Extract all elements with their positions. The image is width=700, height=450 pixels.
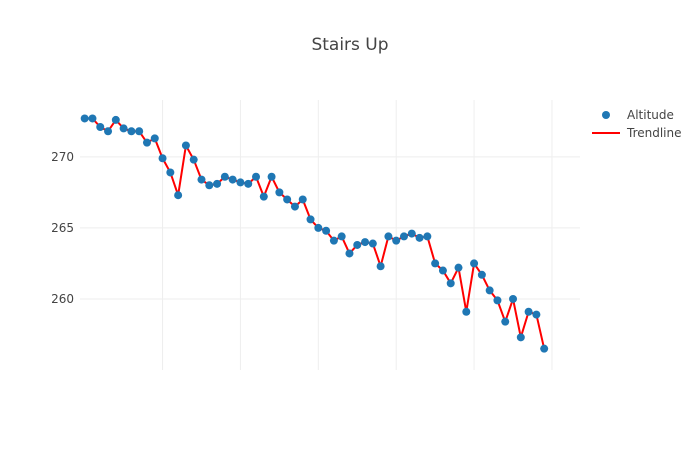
altitude-point bbox=[80, 114, 89, 123]
altitude-point bbox=[431, 259, 440, 268]
altitude-point bbox=[205, 181, 214, 190]
altitude-point bbox=[532, 310, 541, 319]
altitude-point bbox=[322, 226, 331, 235]
altitude-point bbox=[384, 232, 393, 241]
altitude-point bbox=[174, 191, 183, 200]
legend-label-altitude: Altitude bbox=[627, 108, 674, 122]
altitude-point bbox=[181, 141, 190, 150]
altitude-point bbox=[96, 123, 105, 131]
altitude-point bbox=[446, 279, 455, 288]
altitude-point bbox=[501, 317, 510, 326]
altitude-point bbox=[267, 172, 276, 181]
altitude-point bbox=[127, 127, 136, 136]
altitude-point bbox=[88, 114, 97, 123]
altitude-point bbox=[493, 296, 502, 305]
altitude-point bbox=[477, 270, 486, 279]
altitude-point bbox=[485, 286, 494, 295]
altitude-point bbox=[509, 294, 518, 303]
altitude-point bbox=[361, 238, 370, 247]
altitude-point bbox=[189, 155, 198, 164]
altitude-point bbox=[252, 172, 261, 181]
altitude-point bbox=[415, 233, 424, 242]
trendline bbox=[84, 117, 546, 349]
altitude-point bbox=[197, 175, 206, 184]
y-tick-label-260: 260 bbox=[51, 292, 74, 306]
y-tick-label-270: 270 bbox=[51, 150, 74, 164]
altitude-point bbox=[150, 134, 159, 143]
altitude-point bbox=[220, 172, 229, 181]
altitude-point bbox=[376, 262, 385, 271]
legend-marker-altitude bbox=[602, 111, 610, 119]
altitude-point bbox=[290, 202, 299, 211]
altitude-point bbox=[259, 192, 268, 201]
chart-title: Stairs Up bbox=[311, 35, 388, 55]
altitude-point bbox=[236, 178, 245, 187]
grid bbox=[80, 100, 580, 370]
altitude-point bbox=[111, 115, 120, 124]
altitude-point bbox=[306, 215, 315, 224]
altitude-point bbox=[166, 168, 175, 177]
y-axis-ticks: 260 265 270 bbox=[51, 150, 74, 306]
altitude-point bbox=[407, 229, 416, 238]
altitude-point bbox=[135, 127, 144, 136]
altitude-series bbox=[80, 114, 549, 353]
altitude-point bbox=[228, 175, 237, 184]
altitude-point bbox=[314, 223, 323, 232]
altitude-point bbox=[283, 195, 292, 204]
legend-item-altitude[interactable]: Altitude bbox=[602, 108, 674, 122]
altitude-point bbox=[142, 138, 151, 147]
altitude-point bbox=[399, 232, 408, 241]
altitude-point bbox=[524, 307, 533, 316]
altitude-point bbox=[368, 239, 377, 248]
altitude-point bbox=[353, 240, 362, 249]
altitude-point bbox=[337, 232, 346, 241]
trendline-series bbox=[84, 117, 546, 349]
altitude-point bbox=[392, 236, 401, 245]
altitude-point bbox=[423, 232, 432, 241]
altitude-point bbox=[213, 179, 222, 188]
altitude-point bbox=[275, 188, 284, 197]
altitude-point bbox=[454, 263, 463, 272]
altitude-point bbox=[158, 154, 167, 163]
altitude-point bbox=[345, 249, 354, 258]
altitude-point bbox=[104, 127, 113, 136]
altitude-point bbox=[438, 266, 447, 275]
legend-item-trendline[interactable]: Trendline bbox=[592, 126, 682, 140]
altitude-point bbox=[298, 195, 307, 204]
altitude-point bbox=[516, 333, 525, 342]
legend-label-trendline: Trendline bbox=[626, 126, 682, 140]
legend: Altitude Trendline bbox=[592, 108, 682, 140]
altitude-point bbox=[470, 259, 479, 268]
altitude-point bbox=[540, 344, 549, 353]
altitude-point bbox=[244, 179, 253, 188]
y-tick-label-265: 265 bbox=[51, 221, 74, 235]
altitude-point bbox=[119, 124, 128, 133]
altitude-point bbox=[462, 307, 471, 316]
altitude-point bbox=[329, 236, 338, 245]
